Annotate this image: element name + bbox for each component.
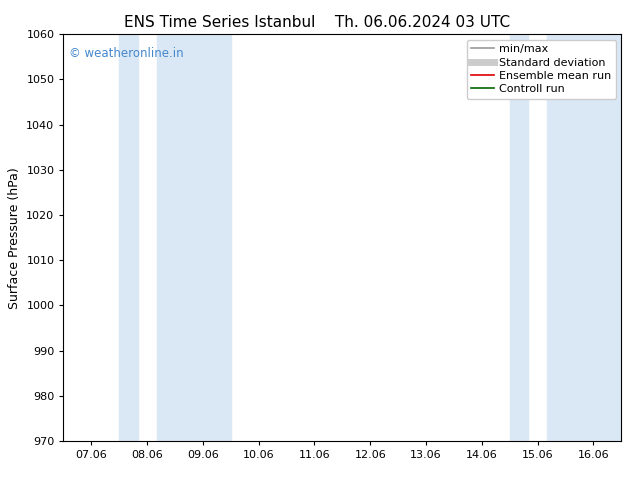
Bar (547, 34, 621, 441)
Bar (119, 34, 138, 441)
Bar (510, 34, 528, 441)
Legend: min/max, Standard deviation, Ensemble mean run, Controll run: min/max, Standard deviation, Ensemble me… (467, 40, 616, 99)
Text: ENS Time Series Istanbul    Th. 06.06.2024 03 UTC: ENS Time Series Istanbul Th. 06.06.2024 … (124, 15, 510, 30)
Bar (157, 34, 231, 441)
Y-axis label: Surface Pressure (hPa): Surface Pressure (hPa) (8, 167, 21, 309)
Text: © weatheronline.in: © weatheronline.in (69, 47, 184, 59)
